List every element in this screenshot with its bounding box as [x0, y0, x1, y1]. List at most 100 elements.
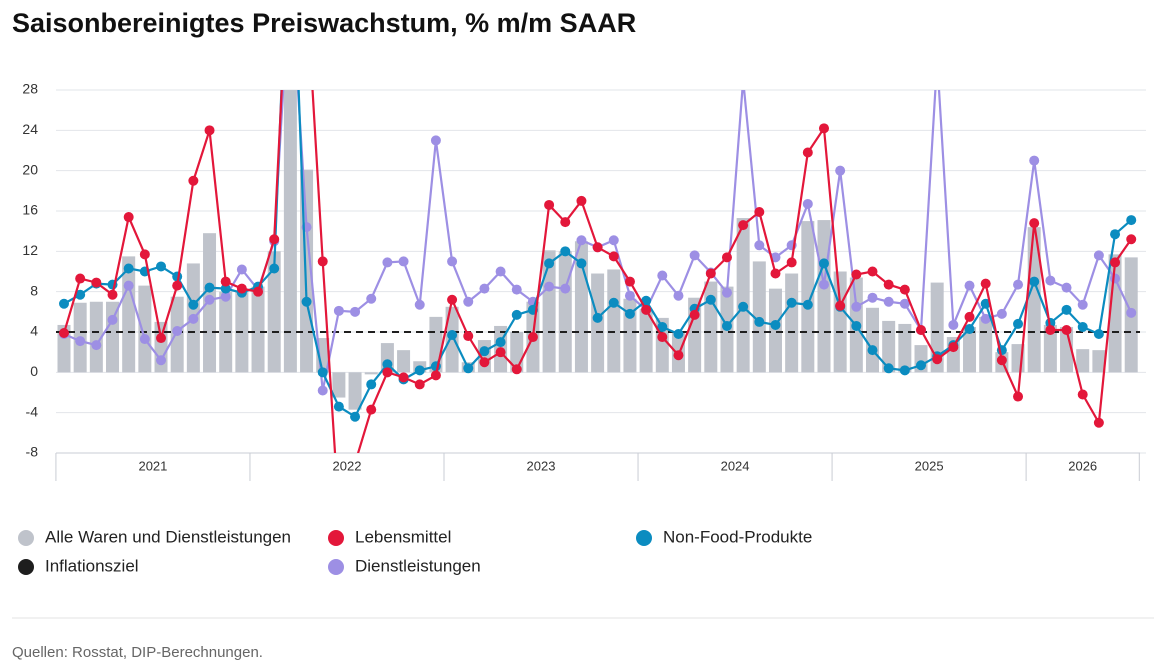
y-tick-label: 16 [22, 202, 38, 218]
data-point [511, 284, 522, 295]
data-point [447, 256, 458, 267]
data-point [673, 329, 684, 340]
data-point [172, 325, 183, 336]
data-point [1013, 279, 1024, 290]
y-tick-label: -4 [26, 403, 39, 419]
y-tick-label: 8 [30, 282, 38, 298]
data-point [802, 147, 813, 158]
data-point [560, 283, 571, 294]
bar [930, 282, 944, 373]
data-point [1045, 324, 1056, 335]
data-point [721, 252, 732, 263]
bar [833, 271, 847, 373]
data-point [560, 246, 571, 257]
data-point [75, 273, 86, 284]
data-point [511, 309, 522, 320]
data-point [123, 212, 134, 223]
data-point [1045, 275, 1056, 286]
data-point [156, 355, 167, 366]
data-point [156, 333, 167, 344]
data-point [447, 330, 458, 341]
data-point [964, 311, 975, 322]
data-point [1126, 234, 1137, 245]
data-point [738, 75, 748, 85]
data-point [204, 125, 215, 136]
y-tick-label: 12 [22, 242, 38, 258]
data-point [204, 294, 215, 305]
data-point [883, 296, 894, 307]
data-point [495, 337, 506, 348]
data-point [220, 291, 231, 302]
data-point [527, 332, 538, 343]
data-point [835, 165, 846, 176]
data-point [463, 363, 474, 374]
data-point [608, 251, 619, 262]
data-point [657, 332, 668, 343]
data-point [1093, 417, 1104, 428]
data-point [366, 293, 377, 304]
data-point [301, 296, 312, 307]
data-point [608, 297, 619, 308]
data-point [430, 135, 441, 146]
data-point [220, 276, 231, 287]
data-point [188, 299, 199, 310]
data-point [366, 404, 377, 415]
data-point [948, 319, 959, 330]
bar [963, 326, 977, 373]
data-point [899, 284, 910, 295]
data-point [835, 300, 846, 311]
data-point [721, 320, 732, 331]
legend-swatch [328, 530, 344, 546]
data-point [495, 266, 506, 277]
data-point [334, 509, 344, 519]
data-point [1093, 250, 1104, 261]
legend-label: Non-Food-Produkte [663, 527, 812, 546]
data-point [479, 346, 490, 357]
data-point [657, 321, 668, 332]
bar [785, 273, 799, 373]
data-point [398, 372, 409, 383]
data-point [366, 379, 377, 390]
bar [1060, 326, 1074, 373]
data-point [1093, 329, 1104, 340]
x-tick-label: 2022 [333, 458, 362, 473]
data-point [463, 331, 474, 342]
data-point [382, 359, 393, 370]
data-point [624, 276, 635, 287]
bar [979, 316, 993, 373]
data-point [172, 280, 183, 291]
data-point [220, 283, 231, 294]
data-point [463, 296, 474, 307]
legend-swatch [18, 530, 34, 546]
data-point [883, 279, 894, 290]
data-point [818, 258, 829, 269]
data-point [91, 340, 102, 351]
data-point [576, 195, 587, 206]
bar [752, 261, 766, 373]
legend-swatch [18, 559, 34, 575]
data-point [883, 363, 894, 374]
data-point [576, 235, 587, 246]
data-point [1126, 215, 1137, 226]
data-point [107, 289, 118, 300]
bar [1076, 349, 1090, 373]
data-point [317, 256, 328, 267]
bar [283, 90, 297, 373]
data-point [204, 282, 215, 293]
data-point [689, 250, 700, 261]
data-point [91, 277, 102, 288]
bar [332, 372, 346, 398]
data-point [867, 292, 878, 303]
bar [364, 372, 378, 375]
plot-area [56, 75, 1140, 519]
data-point [916, 360, 927, 371]
y-tick-label: 4 [30, 323, 38, 339]
data-point [511, 364, 522, 375]
data-point [916, 324, 927, 335]
x-tick-label: 2023 [527, 458, 556, 473]
data-point [317, 385, 328, 396]
data-point [1110, 229, 1121, 240]
data-point [592, 312, 603, 323]
bar [138, 285, 152, 373]
bar [89, 301, 103, 373]
